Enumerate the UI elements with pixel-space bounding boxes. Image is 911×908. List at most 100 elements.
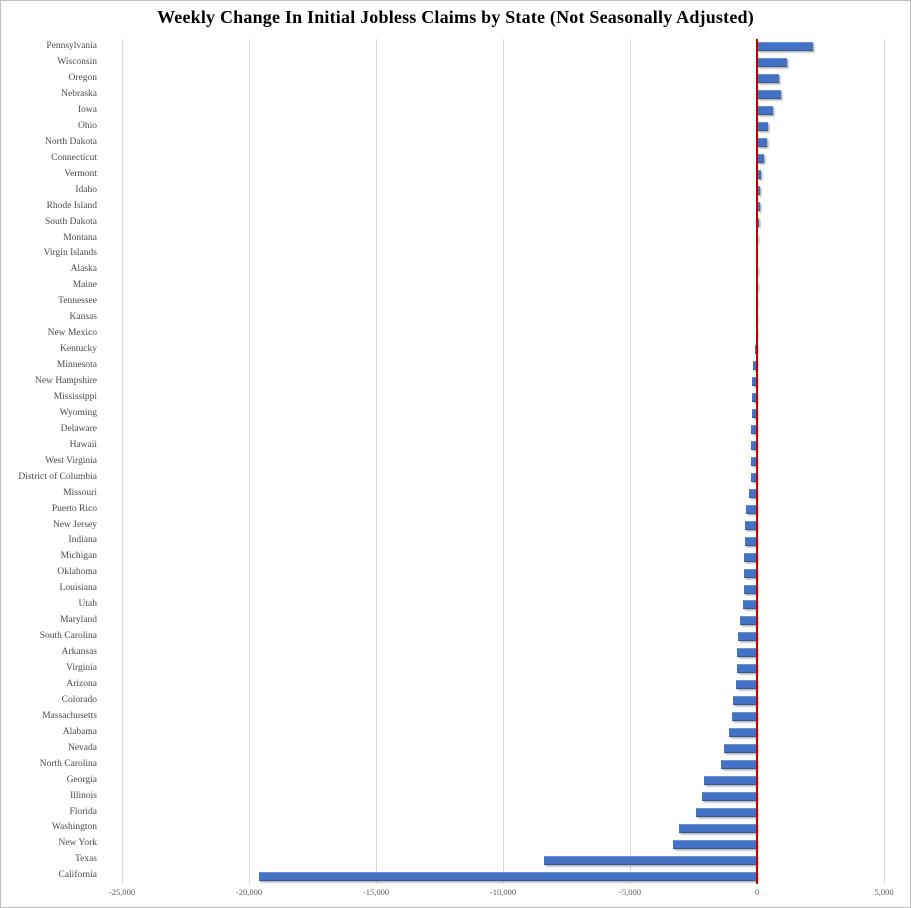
state-label-illinois: Illinois <box>70 790 97 801</box>
state-labels: Pennsylvania Wisconsin Oregon Nebraska Iowa O… <box>1 39 105 884</box>
state-label-maine: Maine <box>72 280 97 291</box>
bar-florida <box>696 807 757 817</box>
state-label-new-mexico: New Mexico <box>47 328 97 339</box>
bar-texas <box>543 855 757 865</box>
state-label-louisiana: Louisiana <box>59 583 97 594</box>
state-label-montana: Montana <box>63 232 97 243</box>
bar-alabama <box>729 728 757 738</box>
state-label-district-of-columbia: District of Columbia <box>18 471 97 482</box>
state-label-alaska: Alaska <box>70 264 97 275</box>
bar-ohio <box>757 122 768 132</box>
state-label-utah: Utah <box>78 599 97 610</box>
bar-nebraska <box>757 90 781 100</box>
state-label-wisconsin: Wisconsin <box>57 57 97 68</box>
bar-puerto-rico <box>746 504 757 514</box>
bar-north-dakota <box>757 138 767 148</box>
state-label-ohio: Ohio <box>78 120 97 131</box>
bar-oklahoma <box>744 568 757 578</box>
bar-new-york <box>673 839 757 849</box>
state-label-indiana: Indiana <box>68 535 98 546</box>
bar-maryland <box>740 616 757 626</box>
state-label-georgia: Georgia <box>66 774 97 785</box>
gridline <box>122 39 123 884</box>
state-label-washington: Washington <box>51 822 97 833</box>
state-label-kentucky: Kentucky <box>60 344 97 355</box>
state-label-colorado: Colorado <box>61 694 97 705</box>
x-tick-label: 5,000 <box>874 887 894 897</box>
state-label-oklahoma: Oklahoma <box>57 567 97 578</box>
state-label-iowa: Iowa <box>78 104 97 115</box>
state-label-wyoming: Wyoming <box>59 407 97 418</box>
gridline <box>376 39 377 884</box>
bar-hawaii <box>751 441 757 451</box>
state-label-missouri: Missouri <box>63 487 97 498</box>
state-label-north-dakota: North Dakota <box>45 136 97 147</box>
state-label-delaware: Delaware <box>60 423 97 434</box>
state-label-vermont: Vermont <box>64 168 97 179</box>
x-tick-label: 0 <box>754 887 760 897</box>
state-label-virgin-islands: Virgin Islands <box>43 248 97 259</box>
state-label-texas: Texas <box>74 854 97 865</box>
bar-arizona <box>736 680 757 690</box>
zero-axis-line <box>756 39 758 884</box>
gridline <box>884 39 885 884</box>
state-label-tennessee: Tennessee <box>58 296 97 307</box>
state-label-maryland: Maryland <box>60 615 97 626</box>
bar-nevada <box>724 743 757 753</box>
bar-new-hampshire <box>752 377 757 387</box>
bar-pennsylvania <box>757 42 813 52</box>
state-label-west-virginia: West Virginia <box>45 455 97 466</box>
state-label-connecticut: Connecticut <box>51 152 97 163</box>
state-label-idaho: Idaho <box>75 184 97 195</box>
x-tick-label: -5,000 <box>619 887 641 897</box>
state-label-kansas: Kansas <box>69 312 97 323</box>
state-label-virginia: Virginia <box>66 663 97 673</box>
bar-south-carolina <box>737 632 757 642</box>
state-label-south-dakota: South Dakota <box>45 216 97 227</box>
x-tick-label: -20,000 <box>235 887 263 897</box>
state-label-mississippi: Mississippi <box>53 391 97 402</box>
bar-west-virginia <box>750 457 757 466</box>
plot-area <box>122 39 885 884</box>
bar-delaware <box>751 425 757 435</box>
bar-oregon <box>757 74 779 84</box>
state-label-nebraska: Nebraska <box>61 89 97 100</box>
state-label-alabama: Alabama <box>62 726 97 737</box>
state-label-oregon: Oregon <box>68 73 98 84</box>
bar-michigan <box>744 552 757 562</box>
bar-missouri <box>748 488 757 498</box>
bar-washington <box>678 823 757 833</box>
bar-wisconsin <box>757 58 788 68</box>
bar-minnesota <box>753 361 757 371</box>
state-label-new-hampshire: New Hampshire <box>35 376 97 387</box>
bar-virginia <box>736 664 757 674</box>
bar-louisiana <box>743 584 757 594</box>
state-label-pennsylvania: Pennsylvania <box>46 41 97 52</box>
bar-colorado <box>732 696 757 706</box>
state-label-south-carolina: South Carolina <box>39 631 97 642</box>
state-label-arizona: Arizona <box>66 678 97 689</box>
state-label-rhode-island: Rhode Island <box>46 200 97 211</box>
state-label-minnesota: Minnesota <box>56 360 97 371</box>
bar-kentucky <box>754 345 757 355</box>
x-tick-label: -25,000 <box>108 887 136 897</box>
state-label-puerto-rico: Puerto Rico <box>51 503 97 514</box>
x-axis-labels: -25,000 -20,000 -15,000 -10,000 -5,000 0 5,000 <box>109 887 894 901</box>
gridline <box>249 39 250 884</box>
state-label-new-york: New York <box>58 838 97 849</box>
bar-indiana <box>744 536 757 546</box>
state-label-nevada: Nevada <box>67 742 97 753</box>
bar-vermont <box>757 170 762 180</box>
gridline <box>503 39 504 884</box>
chart-title: Weekly Change In Initial Jobless Claims … <box>157 7 754 27</box>
bar-iowa <box>757 106 773 116</box>
gridline <box>630 39 631 884</box>
state-label-arkansas: Arkansas <box>61 647 97 658</box>
bar-district-of-columbia <box>750 472 757 482</box>
bar-california <box>259 871 757 881</box>
bar-connecticut <box>757 154 764 164</box>
bar-georgia <box>703 775 757 785</box>
bar-new-jersey <box>745 520 757 530</box>
bar-massachusetts <box>732 712 757 722</box>
x-tick-label: -10,000 <box>489 887 517 897</box>
